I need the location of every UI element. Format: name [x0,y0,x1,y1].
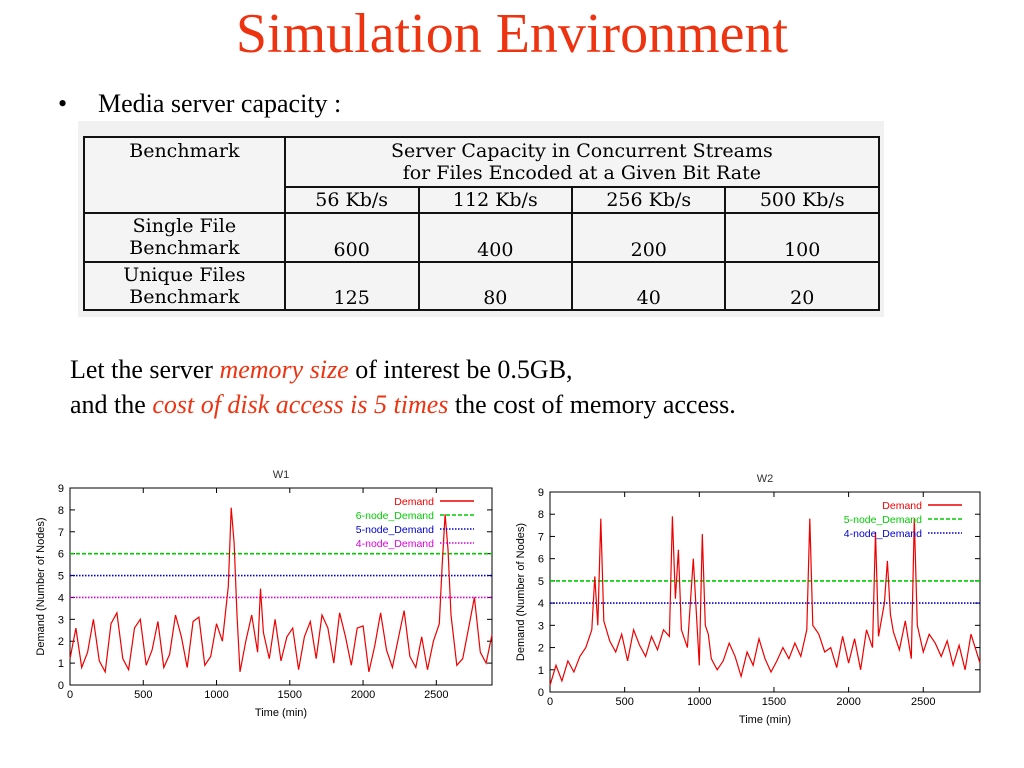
x-axis-label: Time (min) [739,714,791,726]
description-line2: and the cost of disk access is 5 times t… [70,387,736,422]
table-cell: 125 [283,260,420,311]
description-line1: Let the server memory size of interest b… [70,352,736,387]
y-tick-label: 3 [538,620,544,632]
y-axis-label: Demand (Number of Nodes) [35,517,47,655]
legend-label: 5-node_Demand [844,514,922,526]
x-tick-label: 0 [67,689,73,701]
bullet-text: Media server capacity : [98,89,342,118]
y-tick-label: 0 [538,687,544,699]
y-tick-label: 8 [58,505,64,517]
capacity-header-line2: for Files Encoded at a Given Bit Rate [402,162,762,184]
legend-label: 5-node_Demand [356,524,434,536]
row-label-unique-files: Unique Files Benchmark [83,260,286,311]
capacity-table: Benchmark Server Capacity in Concurrent … [83,136,881,311]
y-tick-label: 2 [58,636,64,648]
y-tick-label: 6 [58,549,64,561]
x-tick-label: 1000 [687,696,711,708]
y-tick-label: 1 [58,658,64,670]
legend-label: Demand [394,496,434,508]
table-header-capacity: Server Capacity in Concurrent Streams fo… [283,136,881,188]
table-cell: 100 [724,212,880,263]
plot-frame [69,487,493,686]
memory-size-highlight: memory size [219,355,349,384]
row-label-line2: Benchmark [129,285,240,308]
x-axis-label: Time (min) [255,707,307,719]
x-tick-label: 1500 [762,696,786,708]
x-tick-label: 2500 [424,689,448,701]
x-tick-label: 2500 [911,696,935,708]
rate-header: 500 Kb/s [724,186,880,214]
y-tick-label: 4 [58,592,64,604]
y-tick-label: 1 [538,665,544,677]
chart-w1: W1 0 500 1000 1500 2000 2500 0 1 2 3 4 5 6 7 8 9 Time (mi… [35,469,493,719]
x-tick-label: 2000 [351,689,375,701]
table-cell: 200 [571,212,727,263]
rate-header: 56 Kb/s [283,186,420,214]
text: of interest be 0.5GB, [348,355,573,384]
x-tick-label: 1000 [204,689,228,701]
y-tick-label: 5 [538,576,544,588]
x-tick-label: 0 [547,696,553,708]
legend-label: 4-node_Demand [356,538,434,550]
chart-title: W2 [757,473,774,485]
row-label-line2: Benchmark [129,237,240,260]
table-header-benchmark: Benchmark [83,136,286,214]
bullet-dot: • [58,89,68,118]
table-cell: 20 [724,260,880,311]
rate-header: 256 Kb/s [571,186,727,214]
legend-label: Demand [882,500,922,512]
text: the cost of memory access. [448,390,736,419]
row-label-line1: Unique Files [123,263,246,286]
x-tick-label: 500 [134,689,152,701]
row-label-line1: Single File [132,215,237,238]
disk-cost-highlight: cost of disk access is 5 times [152,390,449,419]
y-tick-label: 4 [538,598,544,610]
y-tick-label: 0 [58,680,64,692]
y-tick-label: 5 [58,571,64,583]
y-tick-label: 2 [538,643,544,655]
table-cell: 40 [571,260,727,311]
table-cell: 600 [283,212,420,263]
legend-label: 6-node_Demand [356,510,434,522]
capacity-header-line1: Server Capacity in Concurrent Streams [390,140,773,162]
y-tick-label: 6 [538,554,544,566]
series-line [549,516,981,686]
y-tick-label: 8 [538,509,544,521]
series-line [69,507,493,674]
chart-w2: W2 0 500 1000 1500 2000 2500 0 1 2 3 4 5 6 7 8 9 Time (mi… [515,473,981,726]
x-tick-label: 2000 [836,696,860,708]
y-tick-label: 9 [58,483,64,495]
y-tick-label: 7 [58,527,64,539]
y-tick-label: 7 [538,531,544,543]
text: Let the server [70,355,220,384]
table-cell: 80 [417,260,574,311]
legend-label: 4-node_Demand [844,528,922,540]
rate-header: 112 Kb/s [417,186,574,214]
y-tick-label: 3 [58,614,64,626]
x-tick-label: 1500 [278,689,302,701]
chart-title: W1 [273,469,290,481]
y-axis-label: Demand (Number of Nodes) [515,523,527,661]
description-paragraph: Let the server memory size of interest b… [70,352,736,422]
text: and the [70,390,153,419]
y-tick-label: 9 [538,487,544,499]
row-label-single-file: Single File Benchmark [83,212,286,263]
slide-title: Simulation Environment [235,3,789,65]
x-tick-label: 500 [615,696,633,708]
table-cell: 400 [417,212,574,263]
bullet-media-server-capacity: • Media server capacity : [58,86,341,122]
